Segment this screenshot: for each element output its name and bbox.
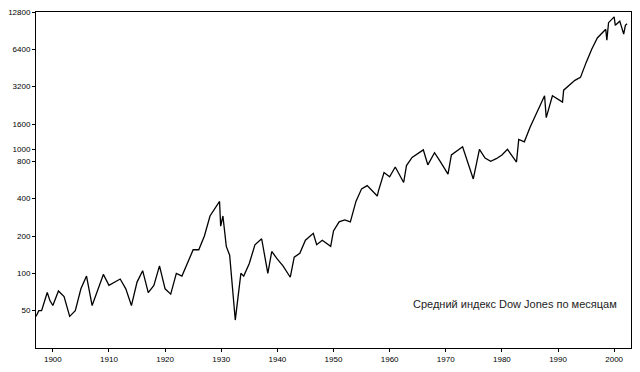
svg-text:12800: 12800 (8, 8, 31, 17)
svg-text:1960: 1960 (381, 355, 399, 364)
svg-text:3200: 3200 (13, 82, 31, 91)
svg-text:1940: 1940 (268, 355, 286, 364)
svg-text:800: 800 (17, 157, 31, 166)
svg-text:400: 400 (17, 194, 31, 203)
svg-text:1600: 1600 (13, 120, 31, 129)
svg-text:200: 200 (17, 232, 31, 241)
svg-text:1920: 1920 (156, 355, 174, 364)
svg-text:1990: 1990 (549, 355, 567, 364)
svg-text:6400: 6400 (13, 45, 31, 54)
svg-text:1900: 1900 (44, 355, 62, 364)
svg-text:1000: 1000 (13, 145, 31, 154)
svg-text:Средний индекс Dow Jones по ме: Средний индекс Dow Jones по месяцам (413, 298, 617, 310)
svg-text:1980: 1980 (493, 355, 511, 364)
svg-text:1910: 1910 (100, 355, 118, 364)
svg-text:50: 50 (21, 306, 30, 315)
svg-text:2000: 2000 (605, 355, 623, 364)
svg-text:1970: 1970 (437, 355, 455, 364)
svg-text:1930: 1930 (212, 355, 230, 364)
svg-text:1950: 1950 (325, 355, 343, 364)
svg-text:100: 100 (17, 269, 31, 278)
